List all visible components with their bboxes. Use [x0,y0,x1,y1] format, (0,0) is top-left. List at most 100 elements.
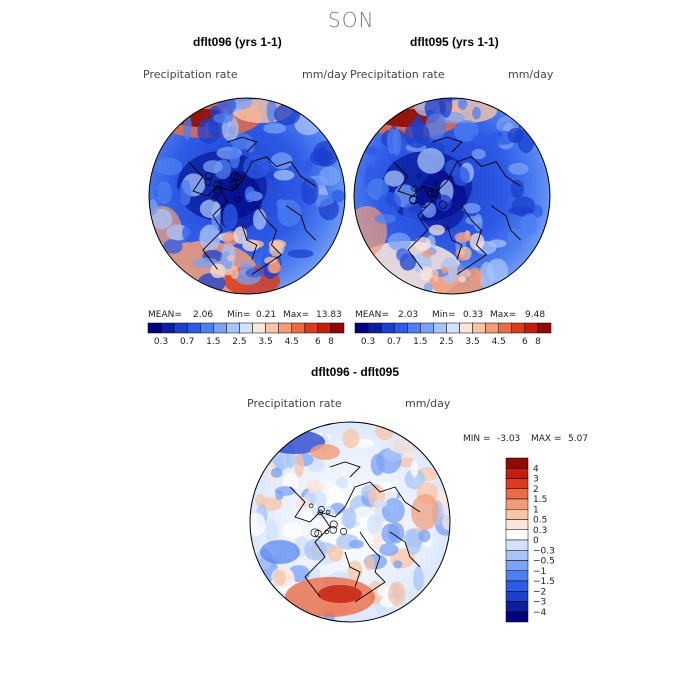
colorbar-2-tick: 0.3 [361,337,375,347]
map-1-cell [244,186,256,203]
colorbar-diff-label: 3 [533,475,539,485]
panel-2-mean-label: MEAN= [355,310,389,320]
map-1-cell [229,147,240,169]
map-1-cell [203,160,223,174]
map-3-island [318,505,325,513]
map-3-coastline [319,481,421,518]
map-2-coastline [432,136,463,153]
map-3-negative-west [260,540,300,564]
colorbar-diff-label: −1 [533,567,546,577]
map-1-island [233,173,242,182]
map-1-island [232,184,239,191]
map-2-cell [462,203,481,214]
colorbar-diff-swatch [505,611,529,623]
colorbar-diff-swatch [505,601,529,612]
map-3-border [249,421,451,623]
map-2-cell [453,120,480,142]
map-3-cell [410,459,419,478]
map-1-cell [213,113,234,124]
panel-2-min-label: Min= [432,310,456,320]
map-1-cell [287,249,314,259]
map-3-cell [307,480,321,494]
map-3-cell [389,439,414,454]
map-2-island [411,185,418,192]
colorbar-1-tick: 4.5 [285,337,299,347]
map-3-cell [366,514,382,535]
colorbar-diff-label: −1.5 [533,577,555,587]
colorbar-2-tick: 3.5 [465,337,479,347]
map-3-cell [295,496,310,512]
panel-1-mean-value: 2.06 [193,310,214,320]
map-2-island [409,195,418,204]
map-1-cell [243,154,270,179]
colorbar-2-swatch [524,322,539,334]
map-2-cell [384,170,405,187]
colorbar-diff-label: 1 [533,505,539,515]
panel-1-title: dflt096 (yrs 1-1) [193,35,282,49]
colorbar-2-swatch [498,322,513,334]
map-2-warm-cell [468,267,483,282]
colorbar-2-swatch [393,322,408,334]
colorbar-diff-swatch [505,519,529,530]
colorbar-1-tick: 3.5 [258,337,272,347]
colorbar-diff-label: −0.5 [533,557,555,567]
panel-2-min-value: 0.33 [463,310,484,320]
colorbar-2-tick: 4.5 [492,337,506,347]
colorbar-diff-swatch [505,529,529,541]
map-1-cell [199,199,222,218]
colorbar-diff-swatch [505,591,529,602]
map-1-cell [151,208,173,230]
map-3-coastline [289,486,331,598]
map-2-warm-cell [414,236,432,252]
panel-3-max-value: 5.07 [568,434,589,444]
map-1-coastline [241,225,258,260]
map-3-island [317,509,324,516]
colorbar-diff-swatch [505,468,529,479]
panel-3-min-label: MIN = [463,434,491,444]
map-1-cell [252,208,267,230]
panel-2-variable: Precipitation rate [350,68,445,81]
map-2-coastline [446,225,463,260]
map-3-coastline [344,551,361,588]
map-2-cell [472,134,485,144]
colorbar-diff-label: −0.3 [533,546,555,556]
map-2-warm-cell [428,224,445,236]
map-2-island [427,190,434,198]
colorbar-2-tick: 1.5 [413,337,427,347]
map-1-warm-cell [224,268,233,276]
map-2-cell [457,98,468,110]
map-1-island [234,196,241,203]
map-2-cell [452,166,470,187]
map-3-cell [309,567,321,580]
map-3-cell [373,499,388,508]
map-1-cell [163,238,183,254]
map-3-cell [265,519,279,545]
panel-3-max-label: MAX = [531,434,562,444]
map-1-island [204,172,213,180]
map-1-cell [155,157,183,176]
colorbar-2-swatch [420,322,434,334]
map-3-cell [364,556,375,571]
map-3-cell [404,469,426,490]
colorbar-1-tick: 6 [315,337,321,347]
colorbar-2-tick: 6 [522,337,528,347]
map-3-coastline [329,461,361,478]
panel-3-min-value: -3.03 [497,434,521,444]
map-2-cell [507,206,535,215]
colorbar-diff-label: −2 [533,587,546,597]
map-2-island [438,200,448,209]
colorbar-2-swatch [407,322,421,334]
map-2-warm-cell [454,231,472,243]
colorbar-1-tick: 0.7 [180,337,194,347]
map-2-cell [377,192,402,215]
colorbar-diff-swatch [505,457,529,469]
colorbar-2-swatch [367,322,382,334]
map-1-cell [156,180,173,205]
map-3-cell [250,512,266,536]
colorbar-2-tick: 2.5 [439,337,453,347]
map-1-coastline [187,161,228,270]
colorbar-diff-label: −3 [533,598,546,608]
colorbar-diff-swatch [505,498,529,510]
map-2-cell [387,232,411,251]
colorbar-1-swatch [317,322,332,334]
